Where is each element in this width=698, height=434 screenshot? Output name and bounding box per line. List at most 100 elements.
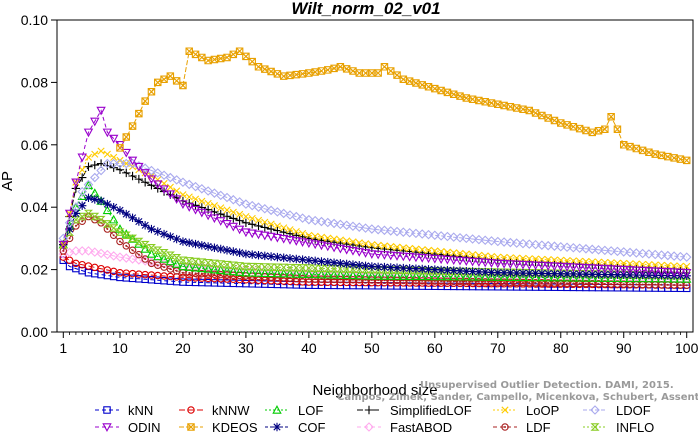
- data-point: [500, 253, 508, 262]
- data-point: [549, 272, 560, 282]
- data-point: [417, 229, 428, 239]
- data-point: [437, 247, 445, 256]
- data-point: [311, 68, 319, 76]
- data-point: [127, 254, 138, 264]
- data-point: [159, 249, 169, 257]
- data-point: [209, 188, 220, 198]
- legend-label: SimplifiedLOF: [390, 403, 472, 418]
- data-point: [374, 241, 382, 249]
- data-point: [147, 224, 156, 234]
- data-point: [574, 243, 585, 254]
- data-point: [83, 179, 94, 190]
- data-point: [292, 70, 301, 79]
- data-point: [556, 272, 566, 282]
- data-point: [380, 242, 389, 250]
- data-point: [266, 232, 276, 242]
- data-point: [398, 271, 409, 280]
- y-tick-label: 0.06: [21, 137, 48, 153]
- data-point: [651, 150, 659, 158]
- data-point: [78, 217, 86, 225]
- legend-label: kNNW: [212, 403, 250, 418]
- data-point: [298, 264, 308, 272]
- data-point: [348, 270, 358, 280]
- data-point: [84, 193, 93, 203]
- data-point: [310, 269, 320, 279]
- series-line-lof: [62, 184, 687, 280]
- data-point: [304, 214, 314, 225]
- data-point: [538, 255, 546, 263]
- data-point: [448, 256, 459, 266]
- data-point: [292, 227, 300, 236]
- data-point: [681, 252, 692, 262]
- data-point: [417, 271, 427, 281]
- legend-item-odin: ODIN: [95, 420, 161, 434]
- data-point: [505, 272, 516, 281]
- data-point: [179, 81, 187, 90]
- data-point: [581, 269, 591, 279]
- data-point: [324, 66, 332, 74]
- data-point: [631, 248, 642, 258]
- data-point: [260, 268, 270, 277]
- legend-marker: [272, 422, 282, 432]
- series-simplifiedlof: [59, 159, 691, 274]
- data-point: [254, 221, 263, 231]
- data-point: [600, 270, 610, 279]
- data-point: [241, 218, 251, 227]
- data-point: [361, 261, 370, 271]
- data-point: [607, 259, 615, 267]
- data-point: [128, 213, 137, 223]
- data-point: [342, 259, 351, 269]
- data-point: [354, 270, 364, 280]
- data-point: [418, 81, 426, 89]
- data-point: [266, 224, 276, 234]
- data-point: [90, 160, 99, 170]
- data-point: [461, 233, 472, 244]
- data-point: [266, 263, 276, 271]
- data-point: [241, 228, 251, 238]
- data-point: [317, 67, 326, 75]
- data-point: [253, 268, 264, 277]
- data-point: [172, 267, 181, 275]
- data-point: [499, 237, 509, 247]
- data-point: [140, 244, 150, 253]
- data-point: [467, 234, 478, 244]
- data-point: [279, 263, 289, 272]
- data-point: [134, 174, 144, 184]
- data-point: [562, 272, 572, 282]
- data-point: [77, 186, 87, 197]
- data-point: [108, 134, 119, 144]
- x-tick-label: 70: [490, 340, 506, 356]
- data-point: [645, 261, 653, 269]
- data-point: [127, 156, 138, 166]
- data-point: [311, 232, 319, 240]
- data-point: [140, 221, 150, 230]
- legend-marker: [590, 405, 600, 415]
- data-point: [336, 236, 344, 244]
- data-point: [247, 229, 257, 239]
- data-point: [519, 254, 527, 262]
- data-point: [625, 270, 635, 280]
- data-point: [669, 251, 679, 261]
- data-point: [234, 197, 245, 207]
- data-point: [128, 246, 137, 255]
- data-point: [102, 220, 112, 228]
- data-point: [461, 271, 472, 281]
- data-point: [480, 258, 490, 268]
- data-point: [379, 225, 390, 236]
- data-point: [556, 269, 565, 278]
- data-point: [525, 269, 534, 278]
- data-point: [442, 231, 453, 242]
- data-point: [393, 243, 401, 251]
- data-point: [612, 265, 623, 275]
- data-point: [373, 262, 383, 271]
- data-point: [511, 238, 522, 248]
- data-point: [455, 266, 465, 276]
- data-point: [209, 264, 220, 274]
- data-point: [261, 65, 269, 73]
- data-point: [399, 263, 408, 273]
- data-point: [71, 209, 81, 218]
- data-point: [626, 260, 634, 268]
- data-point: [411, 264, 421, 273]
- data-point: [323, 257, 332, 267]
- data-point: [342, 65, 351, 73]
